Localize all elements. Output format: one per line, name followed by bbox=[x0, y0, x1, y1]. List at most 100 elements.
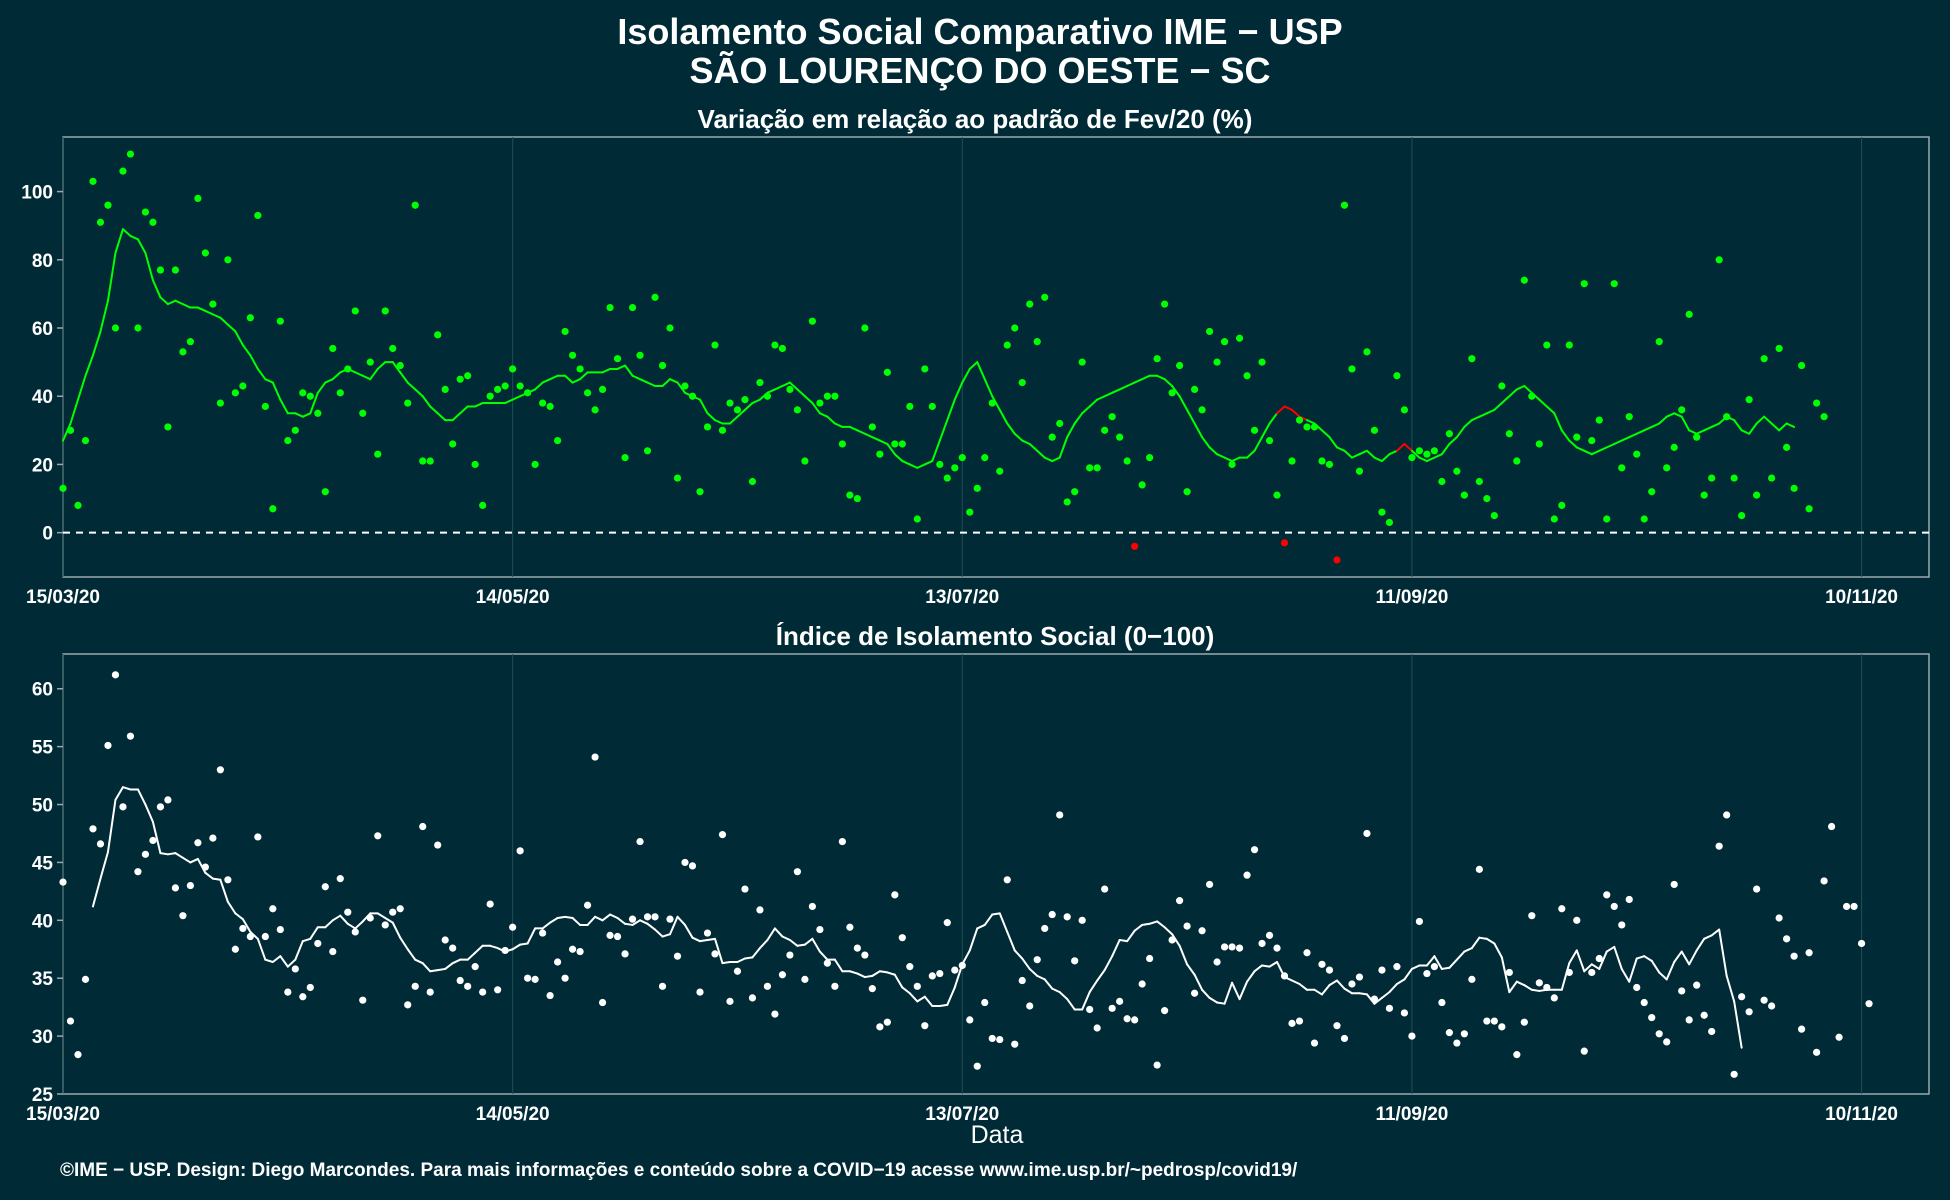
index-data-point bbox=[1363, 829, 1371, 838]
index-data-point bbox=[104, 741, 112, 750]
index-moving-average-segment bbox=[781, 935, 791, 941]
variation-moving-average-segment bbox=[1763, 415, 1773, 425]
index-data-point bbox=[628, 915, 637, 923]
index-moving-average-segment bbox=[1013, 949, 1024, 960]
variation-data-point bbox=[823, 392, 831, 400]
variation-moving-average-segment bbox=[908, 463, 919, 469]
variation-data-point bbox=[636, 351, 644, 359]
variation-data-point bbox=[1131, 542, 1139, 550]
index-moving-average-segment bbox=[1126, 929, 1136, 943]
index-data-point bbox=[1190, 989, 1199, 997]
variation-data-point bbox=[1101, 426, 1109, 434]
index-moving-average-segment bbox=[1298, 983, 1308, 991]
index-moving-average-segment bbox=[1043, 978, 1054, 990]
variation-moving-average-segment bbox=[1748, 422, 1758, 435]
index-data-point bbox=[1273, 944, 1281, 952]
index-data-point bbox=[1850, 902, 1858, 911]
index-moving-average-segment bbox=[91, 877, 102, 908]
variation-data-point bbox=[666, 324, 674, 332]
variation-moving-average-segment bbox=[856, 429, 866, 435]
variation-y-tick-label: 80 bbox=[32, 251, 53, 272]
variation-data-point bbox=[299, 389, 307, 397]
variation-data-point bbox=[1333, 556, 1341, 564]
index-data-point bbox=[613, 932, 622, 941]
index-data-point bbox=[509, 923, 517, 931]
variation-data-point bbox=[1415, 447, 1424, 455]
variation-data-point bbox=[1640, 515, 1648, 523]
index-data-point bbox=[246, 932, 254, 941]
variation-data-point bbox=[1258, 358, 1266, 366]
variation-moving-average-segment bbox=[1463, 419, 1473, 428]
variation-data-point bbox=[936, 460, 944, 469]
index-moving-average-segment bbox=[324, 919, 334, 929]
index-data-point bbox=[1543, 983, 1551, 992]
variation-moving-average-segment bbox=[1620, 436, 1631, 442]
index-data-point bbox=[1745, 1008, 1753, 1016]
variation-data-point bbox=[748, 477, 757, 486]
variation-data-point bbox=[771, 341, 779, 349]
variation-moving-average-segment bbox=[69, 398, 79, 425]
variation-moving-average-segment bbox=[1051, 456, 1061, 463]
variation-data-point bbox=[996, 467, 1004, 475]
variation-moving-average-segment bbox=[1163, 378, 1174, 387]
variation-data-point bbox=[1348, 365, 1356, 373]
variation-data-point bbox=[621, 454, 629, 462]
index-moving-average-segment bbox=[271, 955, 282, 963]
variation-moving-average-segment bbox=[1186, 408, 1196, 425]
index-data-point bbox=[568, 945, 577, 953]
index-data-point bbox=[1565, 968, 1573, 977]
index-moving-average-segment bbox=[1688, 949, 1698, 966]
variation-data-point bbox=[561, 327, 569, 336]
index-moving-average-segment bbox=[1163, 926, 1174, 936]
variation-data-point bbox=[396, 361, 404, 370]
index-data-point bbox=[1685, 1016, 1693, 1024]
variation-data-point bbox=[1730, 474, 1738, 482]
variation-moving-average-segment bbox=[294, 412, 304, 418]
variation-data-point bbox=[284, 436, 292, 445]
index-data-point bbox=[164, 796, 172, 804]
variation-moving-average-segment bbox=[211, 313, 222, 319]
index-data-point bbox=[1700, 1011, 1708, 1019]
index-moving-average-segment bbox=[519, 942, 529, 946]
index-data-point bbox=[1355, 973, 1364, 981]
variation-data-point bbox=[186, 338, 194, 346]
variation-moving-average-segment bbox=[1770, 422, 1781, 432]
variation-data-point bbox=[441, 385, 449, 394]
variation-moving-average-segment bbox=[631, 374, 642, 381]
index-data-point bbox=[1790, 952, 1798, 960]
index-data-point bbox=[1663, 1038, 1671, 1046]
variation-data-point bbox=[246, 314, 254, 322]
index-data-point bbox=[1250, 846, 1259, 854]
index-data-point bbox=[1610, 902, 1618, 911]
variation-data-point bbox=[1798, 361, 1806, 370]
variation-moving-average-segment bbox=[886, 442, 896, 456]
index-moving-average-segment bbox=[1515, 980, 1526, 987]
index-moving-average-segment bbox=[773, 927, 784, 938]
index-moving-average-segment bbox=[908, 992, 919, 1003]
variation-data-point bbox=[1475, 477, 1483, 486]
index-moving-average-segment bbox=[1246, 970, 1256, 983]
index-moving-average-segment bbox=[1111, 939, 1121, 958]
variation-data-point bbox=[1715, 256, 1723, 264]
index-moving-average-segment bbox=[1710, 928, 1721, 937]
variation-moving-average-segment bbox=[1133, 378, 1144, 384]
index-moving-average-segment bbox=[1478, 936, 1488, 940]
index-moving-average-segment bbox=[676, 915, 686, 926]
variation-data-point bbox=[1011, 324, 1019, 332]
variation-moving-average-segment bbox=[204, 309, 214, 316]
variation-moving-average-segment bbox=[1253, 436, 1264, 452]
index-data-point bbox=[1146, 954, 1154, 963]
variation-panel: Variação em relação ao padrão de Fev/20 … bbox=[21, 104, 1930, 608]
variation-moving-average-segment bbox=[991, 395, 1001, 411]
index-moving-average-segment bbox=[391, 921, 402, 939]
variation-data-point bbox=[351, 307, 359, 315]
variation-moving-average-segment bbox=[1043, 456, 1054, 463]
index-moving-average-segment bbox=[1433, 955, 1443, 970]
variation-moving-average-segment bbox=[76, 374, 87, 401]
index-moving-average-segment bbox=[1343, 987, 1353, 995]
index-moving-average-segment bbox=[916, 995, 926, 1003]
index-data-point bbox=[951, 966, 959, 974]
index-moving-average-segment bbox=[1088, 979, 1099, 994]
index-data-point bbox=[621, 950, 629, 958]
index-data-point bbox=[224, 876, 232, 884]
